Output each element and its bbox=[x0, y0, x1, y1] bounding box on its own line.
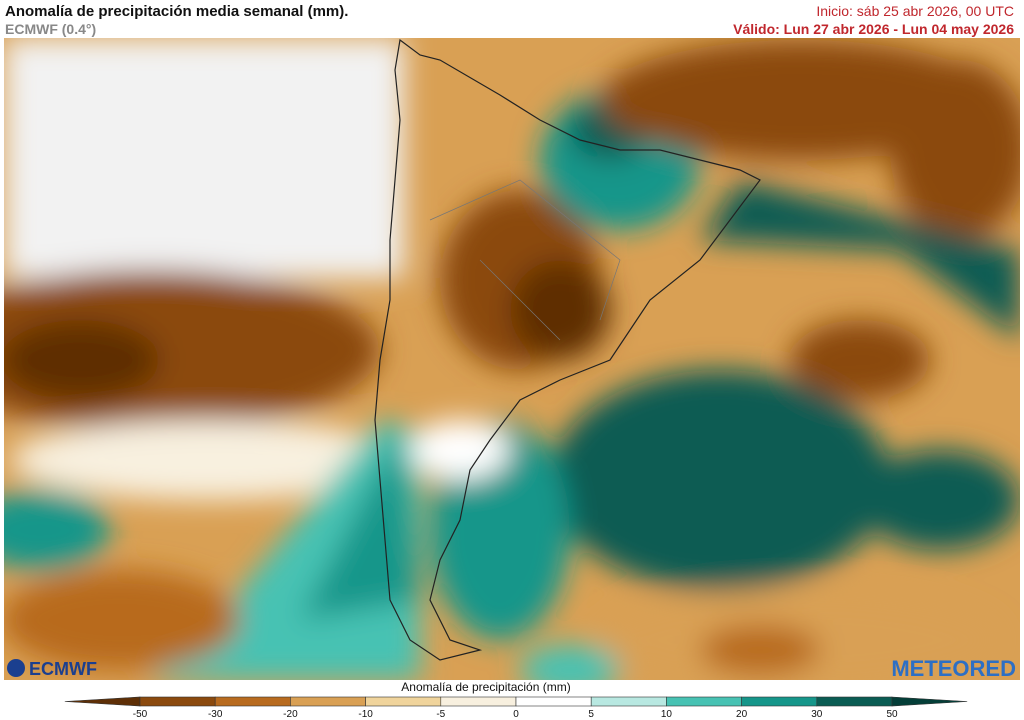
colorbar-tick-label: -5 bbox=[436, 709, 445, 720]
colorbar-label: Anomalía de precipitación (mm) bbox=[401, 680, 570, 694]
coastline bbox=[374, 38, 761, 661]
valid-time: Válido: Lun 27 abr 2026 - Lun 04 may 202… bbox=[733, 21, 1014, 37]
colorbar-tick-label: -30 bbox=[208, 709, 223, 720]
colorbar-end bbox=[64, 696, 141, 707]
borders bbox=[429, 179, 621, 341]
colorbar-tick-label: 30 bbox=[811, 709, 823, 720]
colorbar-tick-label: 50 bbox=[886, 709, 898, 720]
colorbar-tick-label: -10 bbox=[358, 709, 373, 720]
colorbar-segment bbox=[666, 696, 742, 707]
logo-text: METEORED bbox=[891, 656, 1016, 681]
colorbar-segment bbox=[214, 696, 291, 707]
init-time: Inicio: sáb 25 abr 2026, 00 UTC bbox=[816, 3, 1014, 19]
colorbar-segment bbox=[741, 696, 818, 707]
model: ECMWF (0.4°) bbox=[5, 21, 97, 37]
anomaly-field bbox=[4, 38, 1020, 680]
colorbar: -50 -30 -20 -10 -5 0 5 10 20 30 50 bbox=[64, 696, 968, 720]
colorbar-segment bbox=[139, 696, 216, 707]
colorbar-tick-label: -20 bbox=[283, 709, 298, 720]
colorbar-segment bbox=[816, 696, 893, 707]
colorbar-tick-label: 0 bbox=[513, 709, 519, 720]
colorbar-tick-label: 5 bbox=[588, 709, 594, 720]
colorbar-end bbox=[891, 696, 968, 707]
colorbar-tick-label: -50 bbox=[133, 709, 148, 720]
colorbar-segment bbox=[290, 696, 366, 707]
logo-text: ECMWF bbox=[29, 659, 97, 679]
colorbar-segment bbox=[590, 696, 667, 707]
ecmwf-logo: ECMWF bbox=[7, 659, 97, 679]
colorbar-tick-label: 20 bbox=[736, 709, 748, 720]
colorbar-tick-label: 10 bbox=[661, 709, 673, 720]
colorbar-segment bbox=[440, 696, 517, 707]
title: Anomalía de precipitación media semanal … bbox=[5, 3, 349, 20]
colorbar-segment bbox=[365, 696, 442, 707]
colorbar-segment bbox=[515, 696, 592, 707]
